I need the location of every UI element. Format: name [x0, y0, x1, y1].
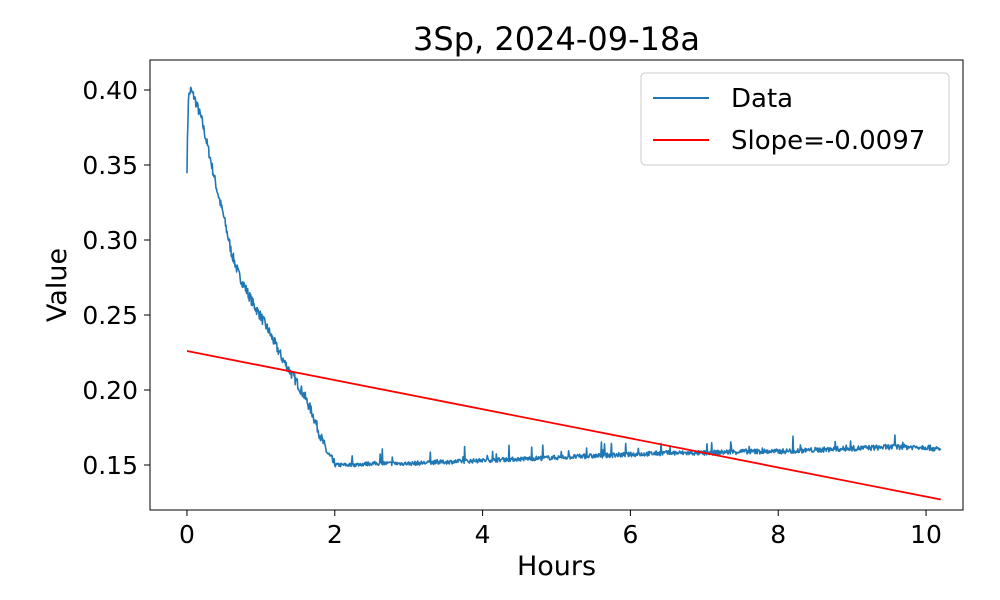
- chart-title: 3Sp, 2024-09-18a: [413, 20, 700, 58]
- plot-frame: [149, 59, 964, 511]
- x-axis: 0 2 4 6 8 10: [179, 510, 942, 549]
- series-layer: [186, 86, 942, 501]
- x-tick-label: 0: [179, 520, 195, 549]
- y-tick-label: 0.15: [82, 451, 138, 480]
- x-axis-label: Hours: [517, 551, 596, 582]
- y-tick-label: 0.20: [82, 376, 138, 405]
- y-tick-label: 0.25: [82, 301, 138, 330]
- y-axis-label: Value: [42, 248, 73, 322]
- x-tick-label: 10: [910, 520, 942, 549]
- series-line-slope: [186, 350, 941, 501]
- legend-entry: Slope=-0.0097: [731, 126, 925, 156]
- y-axis: 0.15 0.20 0.25 0.30 0.35 0.40: [82, 76, 150, 480]
- legend-entry: Data: [731, 84, 793, 114]
- series-line-data: [186, 86, 942, 468]
- plot-area: [149, 59, 964, 511]
- y-tick-label: 0.35: [82, 151, 138, 180]
- legend: Data Slope=-0.0097: [640, 72, 950, 166]
- x-tick-label: 8: [770, 520, 786, 549]
- legend-box: [640, 72, 950, 166]
- x-tick-label: 4: [475, 520, 491, 549]
- x-tick-label: 2: [327, 520, 343, 549]
- y-tick-label: 0.40: [82, 76, 138, 105]
- y-tick-label: 0.30: [82, 226, 138, 255]
- x-tick-label: 6: [622, 520, 638, 549]
